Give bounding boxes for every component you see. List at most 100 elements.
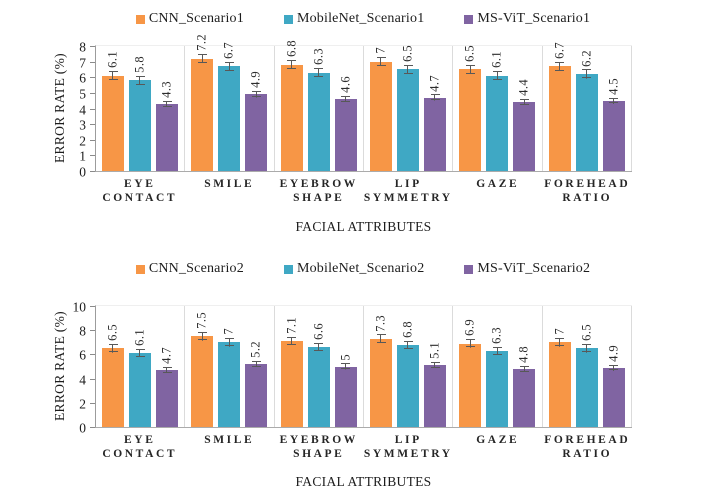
- bar-slot: 6.6: [307, 306, 330, 427]
- bar-value-label: 6.8: [400, 320, 415, 338]
- bar: [575, 348, 598, 427]
- bar: [486, 75, 509, 171]
- x-category-label: FOREHEAD RATIO: [544, 178, 631, 204]
- y-tick-mark: [90, 378, 95, 380]
- y-tick-mark: [90, 92, 95, 94]
- bar-value-label: 5.2: [248, 341, 263, 359]
- y-tick-label: 7: [79, 55, 86, 71]
- bar-slot: 6.1: [102, 46, 125, 171]
- bar: [245, 94, 268, 171]
- bar: [424, 97, 447, 171]
- y-tick-label: 6: [79, 347, 86, 363]
- y-tick-mark: [90, 354, 95, 356]
- error-bar: [224, 338, 234, 347]
- bar: [280, 341, 303, 427]
- bar-value-label: 6.3: [311, 48, 326, 65]
- y-tick-label: 4: [79, 102, 86, 117]
- bar-slot: 4.3: [156, 46, 179, 171]
- bar-value-label: 6.7: [221, 41, 236, 59]
- bar-slot: 7: [218, 306, 241, 427]
- bar: [548, 66, 571, 171]
- category-group: 7.1 6.6 5: [275, 306, 364, 427]
- y-tick-mark: [90, 306, 95, 307]
- bar-value-label: 7.1: [284, 317, 299, 334]
- bar-slot: 6.9: [459, 306, 482, 427]
- plot-area: 6.1 5.8 4.3 7.2 6.7 4.9 6.8 6.3 4.6 7 6.5 4.7 6.5 6.1…: [95, 34, 632, 172]
- bar-slot: 6.5: [459, 45, 482, 171]
- chart-scenario1: CNN_Scenario1 MobileNet_Scenario1 MS-ViT_S…: [20, 11, 706, 234]
- bar-value-label: 7.3: [373, 314, 388, 332]
- bar: [156, 370, 179, 427]
- error-bar: [430, 94, 440, 101]
- bar: [245, 364, 268, 427]
- bar-slot: 7.3: [370, 306, 393, 427]
- x-category-label: LIP SYMMETRY: [363, 178, 453, 204]
- error-bar: [314, 67, 324, 78]
- error-bar: [108, 344, 118, 353]
- bar-slot: 4.8: [513, 306, 536, 427]
- bar-value-label: 4.7: [159, 347, 174, 365]
- x-axis-category-labels: EYE CONTACT SMILE EYEBROW SHAPE LIP SYMMETRY GA…: [95, 434, 632, 461]
- bar-slot: 7: [370, 46, 393, 171]
- category-group: 6.5 6.1 4.7: [96, 306, 186, 427]
- bar-slot: 6.5: [397, 44, 420, 171]
- y-tick-label: 0: [79, 164, 86, 180]
- x-category-label: GAZE: [476, 178, 520, 190]
- error-bar: [430, 362, 440, 369]
- bar-value-label: 6.1: [489, 51, 504, 68]
- plot-area: 6.5 6.1 4.7 7.5 7 5.2 7.1 6.6 5 7.3 6.8 5.1 6.9 6.3 4.…: [95, 305, 632, 428]
- bar-value-label: 7: [552, 328, 567, 336]
- y-tick-label: 8: [79, 323, 86, 339]
- error-bar: [519, 99, 529, 106]
- error-bar: [555, 61, 565, 71]
- bar-slot: 6.2: [575, 46, 598, 171]
- error-bar: [251, 361, 261, 368]
- legend: CNN_Scenario1 MobileNet_Scenario1 MS-ViT_S…: [20, 11, 706, 27]
- bar-value-label: 6.7: [552, 41, 567, 59]
- legend-label: MS-ViT_Scenario2: [477, 261, 591, 276]
- bar-slot: 6.1: [486, 46, 509, 171]
- bar: [156, 103, 179, 171]
- bar-slot: 6.3: [307, 46, 330, 171]
- bar-value-label: 7: [221, 328, 236, 336]
- bar-value-label: 7.2: [194, 33, 209, 51]
- error-bar: [582, 344, 592, 353]
- error-bar: [287, 336, 297, 346]
- y-tick-label: 8: [79, 39, 86, 55]
- bar: [513, 368, 536, 427]
- bar: [397, 69, 420, 171]
- bar-slot: 4.5: [602, 46, 625, 171]
- bar-slot: 4.7: [424, 46, 447, 171]
- bar-value-label: 4.5: [606, 77, 621, 95]
- bar: [424, 365, 447, 427]
- error-bar: [519, 365, 529, 372]
- bar-value-label: 6.5: [400, 44, 415, 62]
- error-bar: [341, 96, 351, 103]
- error-bar: [197, 53, 207, 64]
- bar-slot: 6.7: [548, 42, 571, 171]
- x-axis-category-labels: EYE CONTACT SMILE EYEBROW SHAPE LIP SYMMETRY GA…: [95, 178, 632, 205]
- category-group: 6.1 5.8 4.3: [96, 46, 186, 171]
- bar-slot: 6.3: [486, 306, 509, 427]
- bar-value-label: 6.3: [489, 326, 504, 344]
- bar-value-label: 6.1: [105, 51, 120, 68]
- category-group: 7 6.5 4.9: [543, 306, 632, 427]
- error-bar: [609, 97, 619, 104]
- bar: [191, 336, 214, 427]
- bar-value-label: 5: [338, 353, 353, 361]
- bar-value-label: 6.5: [105, 324, 120, 342]
- bar: [602, 367, 625, 427]
- bar-slot: 4.6: [334, 46, 357, 171]
- error-bar: [108, 71, 118, 81]
- bar-value-label: 6.8: [284, 40, 299, 58]
- y-axis: 0 2 4 6 8 10: [64, 300, 95, 435]
- y-tick-mark: [90, 139, 95, 141]
- bar-value-label: 5.8: [132, 55, 147, 73]
- x-category-label: EYE CONTACT: [102, 434, 178, 460]
- x-category-label: SMILE: [204, 178, 255, 190]
- bar: [191, 58, 214, 171]
- error-bar: [582, 69, 592, 79]
- category-group: 7.5 7 5.2: [185, 306, 275, 427]
- legend-swatch-icon: [283, 265, 293, 274]
- bar-slot: 4.4: [513, 46, 536, 171]
